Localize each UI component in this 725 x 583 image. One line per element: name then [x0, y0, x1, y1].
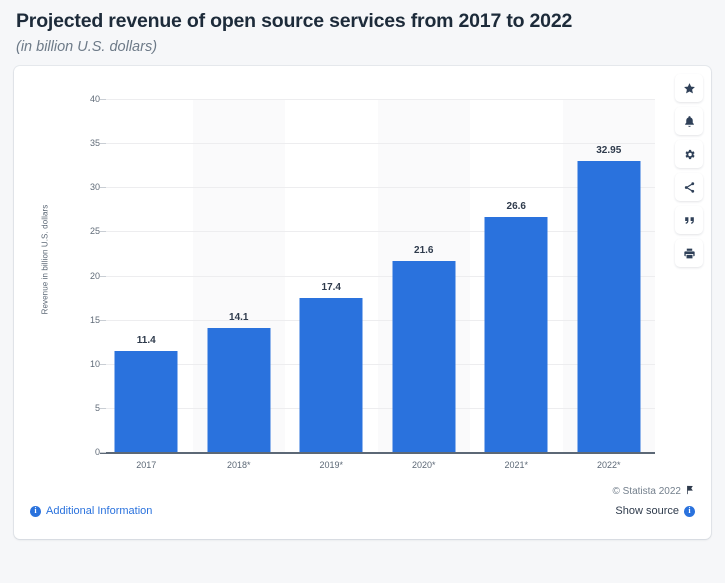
bar[interactable] — [114, 351, 178, 452]
x-axis-tick-label: 2019* — [319, 460, 344, 470]
gridline — [100, 231, 655, 233]
y-axis-tick-mark — [100, 187, 106, 189]
bell-icon — [683, 115, 696, 128]
y-axis-tick-label: 5 — [94, 402, 100, 413]
x-axis-tick-label: 2021* — [504, 460, 529, 470]
quote-icon — [683, 214, 696, 227]
x-axis-tick-labels: 2017 2018* 2019* 2020* 2021* 2022* — [100, 460, 655, 470]
bar-value-label: 21.6 — [414, 245, 434, 257]
share-icon — [683, 181, 696, 194]
y-axis-tick-mark — [100, 407, 106, 409]
chart-plot-area: Revenue in billion U.S. dollars 0 5 10 15 20… — [14, 66, 711, 476]
y-axis-tick-label: 10 — [89, 358, 100, 369]
gear-icon — [683, 148, 696, 161]
bar-value-label: 17.4 — [321, 282, 341, 294]
y-axis-tick-mark — [100, 143, 106, 145]
bar-column: 14.1 — [193, 99, 286, 452]
bar-value-label: 11.4 — [136, 335, 156, 347]
y-axis-tick-label: 0 — [94, 447, 100, 457]
bar-column: 26.6 — [470, 99, 563, 452]
gridline — [100, 143, 655, 145]
gridline — [100, 187, 655, 189]
bar-column: 32.95 — [563, 99, 656, 452]
gridline — [100, 99, 655, 100]
y-axis-tick-mark — [100, 275, 106, 277]
flag-icon — [685, 485, 695, 498]
y-axis-tick-mark — [100, 452, 106, 453]
share-button[interactable] — [675, 173, 703, 201]
gridline — [100, 407, 655, 409]
cite-button[interactable] — [675, 206, 703, 234]
bar-value-label: 14.1 — [229, 311, 249, 323]
x-axis-tick-label: 2020* — [411, 460, 436, 470]
chart-header: Projected revenue of open source service… — [14, 0, 711, 58]
bar[interactable] — [392, 261, 456, 452]
print-icon — [683, 247, 696, 260]
y-axis-tick-label: 30 — [89, 182, 100, 193]
bar-column: 17.4 — [285, 99, 378, 452]
y-axis-title-label: Revenue in billion U.S. dollars — [40, 204, 50, 314]
y-axis-tick-label: 25 — [89, 226, 100, 237]
additional-information-link[interactable]: i Additional Information — [30, 505, 152, 517]
y-axis-tick-label: 40 — [89, 94, 100, 104]
print-button[interactable] — [675, 239, 703, 267]
favorite-button[interactable] — [675, 74, 703, 102]
copyright: © Statista 2022 — [612, 485, 695, 498]
bar[interactable] — [577, 161, 641, 452]
page-subtitle: (in billion U.S. dollars) — [16, 39, 158, 55]
y-axis-tick-mark — [100, 99, 106, 100]
chart-card: Revenue in billion U.S. dollars 0 5 10 15 20… — [14, 66, 711, 539]
bar-series: 11.4 14.1 17.4 21.6 26.6 32.95 — [100, 99, 655, 452]
y-axis-tick-mark — [100, 231, 106, 233]
alert-button[interactable] — [675, 107, 703, 135]
bar-column: 11.4 — [100, 99, 193, 452]
x-axis-tick-label: 2018* — [226, 460, 251, 470]
info-icon: i — [684, 505, 695, 517]
gridline — [100, 275, 655, 277]
y-axis-title: Revenue in billion U.S. dollars — [38, 66, 52, 452]
page-title: Projected revenue of open source service… — [16, 10, 573, 32]
additional-information-label: Additional Information — [46, 505, 153, 517]
star-icon — [683, 82, 696, 95]
gridline — [100, 452, 655, 454]
chart-action-toolbar — [675, 74, 703, 267]
plot-canvas: 11.4 14.1 17.4 21.6 26.6 32.95 — [100, 99, 655, 454]
x-axis-tick-label: 2022* — [596, 460, 621, 470]
y-axis-tick-label: 35 — [89, 138, 100, 149]
info-icon: i — [30, 505, 41, 517]
gridline — [100, 363, 655, 365]
bar[interactable] — [299, 298, 363, 452]
footer-links: i Additional Information Show source i — [14, 505, 711, 517]
bar[interactable] — [484, 217, 548, 452]
x-axis-tick-label: 2017 — [136, 460, 157, 470]
settings-button[interactable] — [675, 140, 703, 168]
bar-value-label: 26.6 — [506, 201, 526, 213]
bar-column: 21.6 — [378, 99, 471, 452]
bar[interactable] — [207, 327, 271, 452]
chart-footer: © Statista 2022 i Additional Information… — [14, 477, 711, 539]
y-axis-tick-mark — [100, 319, 106, 321]
y-axis-tick-mark — [100, 363, 106, 365]
bar-value-label: 32.95 — [596, 145, 622, 157]
y-axis-tick-label: 15 — [89, 314, 100, 325]
y-axis-tick-label: 20 — [89, 270, 100, 281]
show-source-link[interactable]: Show source i — [615, 505, 695, 517]
y-axis-tick-labels: 0 5 10 15 20 25 30 35 40 — [54, 94, 100, 457]
copyright-label: © Statista 2022 — [612, 486, 681, 497]
show-source-label: Show source — [615, 505, 679, 517]
gridline — [100, 319, 655, 321]
